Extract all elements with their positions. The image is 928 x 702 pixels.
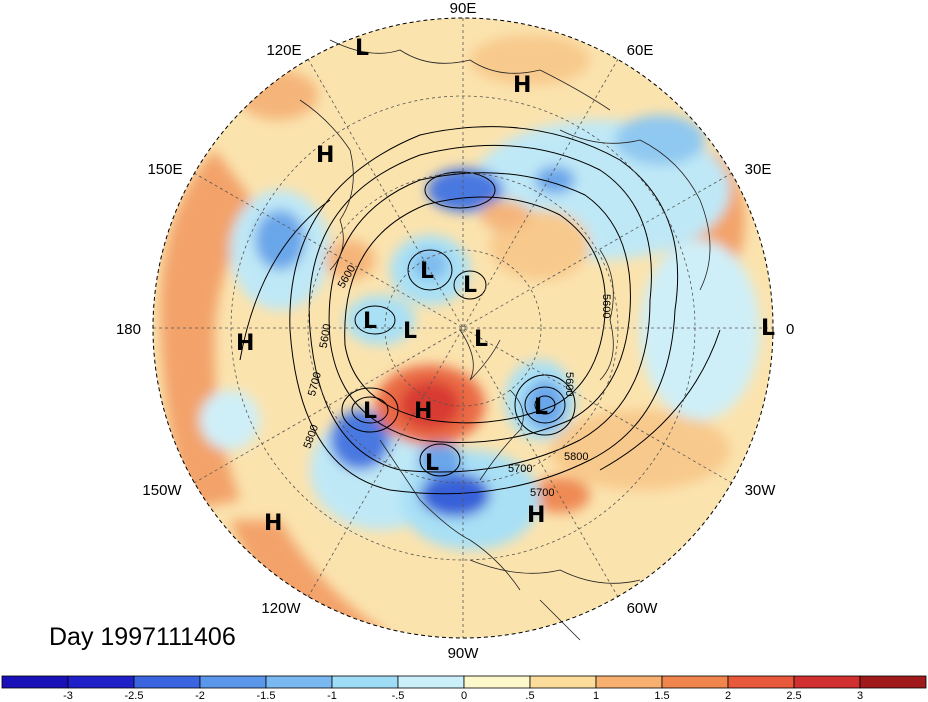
colorbar-swatch xyxy=(1,675,69,689)
pressure-center: L xyxy=(363,399,377,424)
lon-label-150e: 150E xyxy=(147,161,182,178)
colorbar-swatch xyxy=(727,675,795,689)
pressure-centers: L H H L L L L L H L H L L H H xyxy=(236,36,775,536)
colorbar-tick-label: -2 xyxy=(195,690,205,702)
pressure-center: L xyxy=(355,36,369,61)
pressure-center: L xyxy=(463,273,477,298)
lon-label-60e: 60E xyxy=(627,42,654,59)
lon-label-120w: 120W xyxy=(261,600,301,617)
lon-label-150w: 150W xyxy=(142,482,182,499)
colorbar-swatch xyxy=(529,675,597,689)
colorbar-tick-label: -3 xyxy=(63,690,73,702)
colorbar-swatch xyxy=(661,675,729,689)
lon-label-30e: 30E xyxy=(745,161,772,178)
longitude-labels: 90E 60E 30E 0 30W 60W 90W 120W 150W 180 … xyxy=(116,0,794,662)
height-contours xyxy=(239,126,721,495)
graticule xyxy=(153,18,773,638)
colorbar-tick-label: 3 xyxy=(857,690,863,702)
colorbar-swatch xyxy=(793,675,861,689)
lon-label-0: 0 xyxy=(786,321,794,338)
colorbar-swatch xyxy=(199,675,267,689)
pressure-center: L xyxy=(761,316,775,341)
colorbar-swatch xyxy=(331,675,399,689)
colorbar-swatch xyxy=(265,675,333,689)
colorbar-swatch xyxy=(859,675,927,689)
pressure-center: L xyxy=(403,319,417,344)
colorbar-swatch xyxy=(397,675,465,689)
lon-label-90e: 90E xyxy=(450,0,477,17)
lon-label-60w: 60W xyxy=(627,600,659,617)
colorbar-tick-label: -1 xyxy=(327,690,337,702)
contour-label: 5800 xyxy=(564,451,588,463)
lon-label-120e: 120E xyxy=(266,42,301,59)
lon-label-30w: 30W xyxy=(745,482,777,499)
pressure-center: H xyxy=(316,143,334,168)
colorbar-tick-label: -1.5 xyxy=(257,690,276,702)
colorbar-swatch xyxy=(133,675,201,689)
colorbar-tick-label: 0 xyxy=(461,690,467,702)
colorbar-swatch xyxy=(67,675,135,689)
contour-label: 5700 xyxy=(508,463,532,475)
pressure-center: H xyxy=(513,73,531,98)
pressure-center: L xyxy=(534,395,548,420)
pressure-center: H xyxy=(414,399,432,424)
colorbar-tick-label: .5 xyxy=(525,690,534,702)
colorbar-swatch xyxy=(463,675,531,689)
contour-label: 5600 xyxy=(600,294,612,318)
colorbar-tick-label: 1 xyxy=(593,690,599,702)
pressure-center: L xyxy=(363,309,377,334)
coastlines xyxy=(299,39,711,641)
colorbar: -3 -2.5 -2 -1.5 -1 -.5 0 .5 1 1.5 2 2.5 3 xyxy=(1,675,927,702)
colorbar-tick-label: 1.5 xyxy=(654,690,669,702)
pressure-center: H xyxy=(527,503,545,528)
contour-label: 5600 xyxy=(318,323,334,349)
colorbar-tick-label: -.5 xyxy=(392,690,405,702)
pressure-center: H xyxy=(236,331,254,356)
colorbar-tick-label: -2.5 xyxy=(125,690,144,702)
contour-label: 5600 xyxy=(563,372,575,396)
pressure-center: L xyxy=(420,259,434,284)
colorbar-tick-label: 2.5 xyxy=(786,690,801,702)
colorbar-swatch xyxy=(595,675,663,689)
pressure-center: L xyxy=(474,327,488,352)
colorbar-tick-label: 2 xyxy=(725,690,731,702)
lon-label-90w: 90W xyxy=(448,645,480,662)
lon-label-180: 180 xyxy=(116,321,141,338)
page-title: Day 1997111406 xyxy=(49,623,236,651)
pressure-center: L xyxy=(425,451,439,476)
pressure-center: H xyxy=(264,511,282,536)
map-boundary xyxy=(152,17,774,639)
contour-label: 5700 xyxy=(530,487,554,499)
